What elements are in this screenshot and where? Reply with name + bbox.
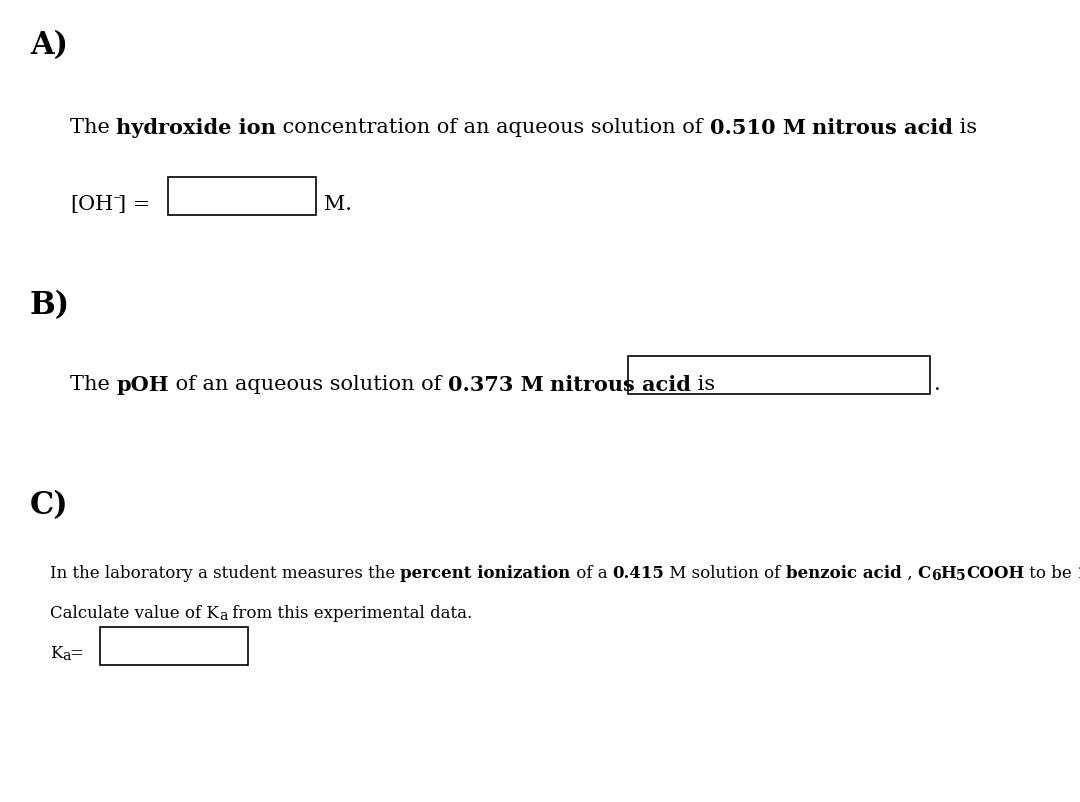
Text: M.: M. <box>324 195 352 214</box>
Text: nitrous acid: nitrous acid <box>812 118 953 138</box>
Text: ,: , <box>902 565 918 581</box>
Text: benzoic acid: benzoic acid <box>786 565 902 581</box>
FancyBboxPatch shape <box>627 357 930 395</box>
Text: ⁻: ⁻ <box>113 192 122 209</box>
Text: C): C) <box>30 489 69 520</box>
Text: M solution of: M solution of <box>664 565 786 581</box>
Text: from this experimental data.: from this experimental data. <box>227 604 473 622</box>
Text: is: is <box>953 118 977 137</box>
Text: percent ionization: percent ionization <box>401 565 570 581</box>
FancyBboxPatch shape <box>100 627 248 665</box>
Text: of a: of a <box>570 565 612 581</box>
Text: pOH: pOH <box>117 375 170 395</box>
Text: 5: 5 <box>956 568 966 582</box>
Text: of an aqueous solution of: of an aqueous solution of <box>170 375 448 394</box>
Text: In the laboratory a student measures the: In the laboratory a student measures the <box>50 565 401 581</box>
Text: Calculate value of K: Calculate value of K <box>50 604 219 622</box>
Text: 1.19 %: 1.19 % <box>1077 565 1080 581</box>
Text: concentration of an aqueous solution of: concentration of an aqueous solution of <box>276 118 710 137</box>
Text: The: The <box>70 118 117 137</box>
Text: COOH: COOH <box>966 565 1024 581</box>
Text: C: C <box>918 565 931 581</box>
Text: 0.415: 0.415 <box>612 565 664 581</box>
Text: ] =: ] = <box>119 195 151 214</box>
Text: The: The <box>70 375 117 394</box>
Text: B): B) <box>30 290 70 321</box>
Text: 0.373 M: 0.373 M <box>448 375 544 395</box>
Text: A): A) <box>30 30 68 61</box>
FancyBboxPatch shape <box>168 178 316 216</box>
Text: 0.510 M: 0.510 M <box>710 118 806 138</box>
Text: K: K <box>50 644 63 661</box>
Text: 6: 6 <box>931 568 941 582</box>
Text: a: a <box>63 648 71 662</box>
Text: [OH: [OH <box>70 195 113 214</box>
Text: .: . <box>934 375 941 394</box>
Text: a: a <box>219 608 227 622</box>
Text: H: H <box>941 565 956 581</box>
Text: is: is <box>691 375 715 394</box>
Text: =: = <box>69 644 83 661</box>
Text: nitrous acid: nitrous acid <box>551 375 691 395</box>
Text: hydroxide ion: hydroxide ion <box>117 118 276 138</box>
Text: to be: to be <box>1024 565 1077 581</box>
